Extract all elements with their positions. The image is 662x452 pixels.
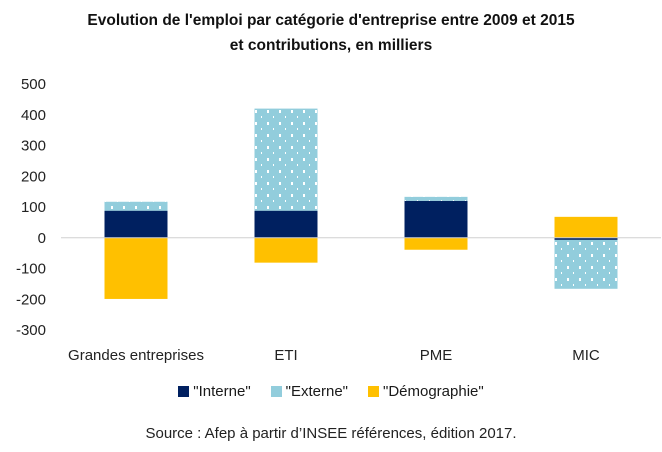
legend-swatch — [368, 386, 379, 397]
bar-pme-demographie — [404, 237, 468, 250]
y-tick-label: 300 — [21, 138, 46, 155]
bar-grandes-entreprises-externe — [104, 201, 168, 211]
bar-eti-demographie — [254, 237, 318, 263]
x-category-label: ETI — [274, 347, 297, 364]
chart-title-line1: Evolution de l'emploi par catégorie d'en… — [87, 12, 575, 29]
legend-item: "Démographie" — [368, 383, 484, 400]
chart-title-line2: et contributions, en milliers — [229, 37, 433, 54]
y-tick-label: 100 — [21, 199, 46, 216]
bar-mic-demographie — [554, 216, 618, 238]
y-tick-label: 200 — [21, 168, 46, 185]
x-category-label: PME — [420, 347, 453, 364]
y-tick-label: 400 — [21, 107, 46, 124]
legend-item: "Externe" — [270, 383, 348, 400]
bar-mic-externe — [554, 239, 618, 289]
y-axis: 500 400 300 200 100 0 -100 -200 -300 — [16, 76, 46, 339]
y-tick-label: -200 — [16, 291, 46, 308]
chart-title: Evolution de l'emploi par catégorie d'en… — [0, 8, 662, 58]
y-tick-label: 500 — [21, 76, 46, 93]
bar-pme-externe — [404, 196, 468, 201]
y-tick-label: -100 — [16, 261, 46, 278]
legend-label: "Externe" — [285, 383, 348, 400]
bar-mic-interne — [554, 237, 618, 240]
legend-item: "Interne" — [178, 383, 251, 400]
legend-label: "Interne" — [193, 383, 251, 400]
source-note: Source : Afep à partir d’INSEE référence… — [145, 425, 517, 442]
bar-eti-interne — [254, 210, 318, 238]
x-category-label: Grandes entreprises — [68, 347, 204, 364]
legend-swatch — [270, 386, 282, 397]
legend-label: "Démographie" — [383, 383, 484, 400]
bar-pme-interne — [404, 200, 468, 238]
x-axis: Grandes entreprises ETI PME MIC — [68, 347, 600, 364]
bars-group — [104, 108, 618, 299]
bar-grandes-entreprises-demographie — [104, 237, 168, 299]
y-tick-label: -300 — [16, 322, 46, 339]
y-tick-label: 0 — [38, 230, 46, 247]
legend: "Interne" "Externe" "Démographie" — [0, 383, 662, 401]
legend-swatch — [178, 386, 190, 397]
bar-grandes-entreprises-interne — [104, 210, 168, 238]
stacked-bar-chart: 500 400 300 200 100 0 -100 -200 -300 Grandes ent… — [16, 76, 661, 364]
bar-eti-externe — [254, 108, 318, 211]
x-category-label: MIC — [572, 347, 600, 364]
